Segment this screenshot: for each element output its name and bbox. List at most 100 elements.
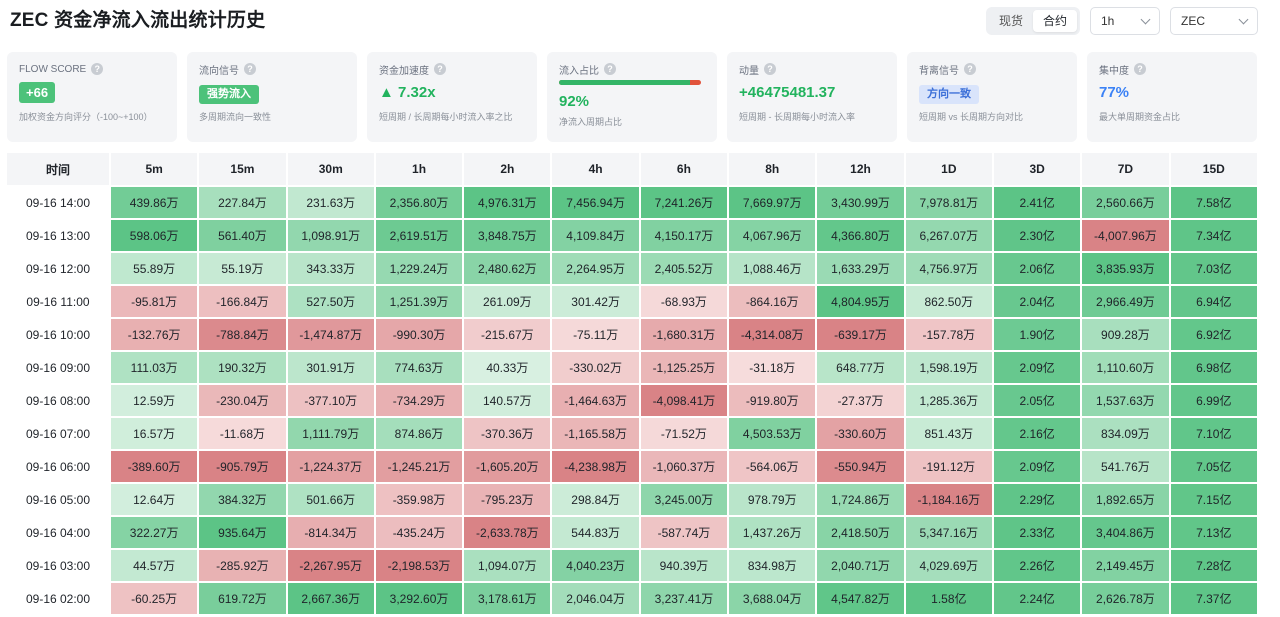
- flow-cell: 4,547.82万: [817, 583, 904, 614]
- flow-cell: 227.84万: [199, 187, 286, 218]
- flow-cell: 1,633.29万: [817, 253, 904, 284]
- flow-cell: 7.28亿: [1170, 550, 1257, 581]
- card-description: 最大单周期资金占比: [1099, 112, 1181, 122]
- column-header-15d[interactable]: 15D: [1170, 153, 1257, 185]
- flow-cell: -2,198.53万: [375, 550, 463, 581]
- help-icon[interactable]: ?: [91, 63, 104, 75]
- symbol-select-value: ZEC: [1181, 14, 1205, 28]
- flow-cell: 1,110.60万: [1082, 352, 1169, 383]
- chevron-down-icon: [1238, 14, 1249, 24]
- flow-cell: -359.98万: [375, 484, 463, 515]
- column-header-30m[interactable]: 30m: [287, 153, 374, 185]
- column-header-5m[interactable]: 5m: [111, 153, 198, 185]
- flow-cell: -377.10万: [287, 385, 374, 416]
- row-time: 09-16 07:00: [7, 418, 109, 449]
- flow-cell: 619.72万: [199, 583, 286, 614]
- flow-cell: 978.79万: [729, 484, 816, 515]
- column-header-12h[interactable]: 12h: [817, 153, 904, 185]
- flow-cell: 7.05亿: [1170, 451, 1257, 482]
- column-header-8h[interactable]: 8h: [729, 153, 816, 185]
- flow-cell: 7.10亿: [1170, 418, 1257, 449]
- inflow-ratio-bar: [559, 80, 701, 85]
- row-time: 09-16 03:00: [7, 550, 109, 581]
- help-icon[interactable]: ?: [604, 63, 616, 75]
- flow-cell: 1,098.91万: [287, 220, 374, 251]
- flow-cell: 111.03万: [111, 352, 198, 383]
- flow-cell: 501.66万: [287, 484, 374, 515]
- flow-cell: 7.15亿: [1170, 484, 1257, 515]
- table-row: 09-16 11:00 -95.81万 -166.84万 527.50万 1,251.3…: [7, 286, 1257, 317]
- flow-cell: 2,264.95万: [552, 253, 639, 284]
- futures-tab[interactable]: 合约: [1032, 10, 1077, 32]
- interval-select[interactable]: 1h: [1090, 7, 1160, 35]
- row-time: 09-16 10:00: [7, 319, 109, 350]
- flow-cell: -1,125.25万: [640, 352, 728, 383]
- flow-cell: 261.09万: [464, 286, 551, 317]
- flow-cell: 874.86万: [375, 418, 463, 449]
- table-header-row: 时间 5m 15m 30m 1h 2h 4h 6h 8h 12h 1D 3D 7D 15D: [7, 153, 1257, 185]
- column-header-6h[interactable]: 6h: [640, 153, 728, 185]
- flow-cell: 2,149.45万: [1082, 550, 1169, 581]
- column-header-7d[interactable]: 7D: [1082, 153, 1169, 185]
- column-header-15m[interactable]: 15m: [199, 153, 286, 185]
- card-description: 短周期 - 长周期每小时流入率: [739, 112, 855, 122]
- help-icon[interactable]: ?: [244, 63, 256, 75]
- flow-cell: -132.76万: [111, 319, 198, 350]
- help-icon[interactable]: ?: [764, 63, 776, 75]
- column-header-4h[interactable]: 4h: [552, 153, 639, 185]
- flow-cell: -435.24万: [375, 517, 463, 548]
- flow-cell: 1,251.39万: [375, 286, 463, 317]
- flow-cell: -2,633.78万: [464, 517, 551, 548]
- flow-cell: 648.77万: [817, 352, 904, 383]
- help-icon[interactable]: ?: [434, 63, 446, 75]
- flow-cell: 55.19万: [199, 253, 286, 284]
- row-time: 09-16 11:00: [7, 286, 109, 317]
- flow-cell: -95.81万: [111, 286, 198, 317]
- flow-history-table-container: 时间 5m 15m 30m 1h 2h 4h 6h 8h 12h 1D 3D 7D 15D 09-16 1…: [6, 152, 1258, 617]
- flow-cell: -905.79万: [199, 451, 286, 482]
- flow-cell: 16.57万: [111, 418, 198, 449]
- help-icon[interactable]: ?: [1134, 63, 1146, 75]
- flow-cell: 1,724.86万: [817, 484, 904, 515]
- flow-cell: 851.43万: [905, 418, 992, 449]
- flow-cell: -795.23万: [464, 484, 551, 515]
- flow-cell: 2.06亿: [993, 253, 1081, 284]
- row-time: 09-16 12:00: [7, 253, 109, 284]
- flow-cell: -919.80万: [729, 385, 816, 416]
- flow-cell: -215.67万: [464, 319, 551, 350]
- card-description: 短周期 vs 长周期方向对比: [919, 112, 1024, 122]
- flow-cell: -990.30万: [375, 319, 463, 350]
- flow-cell: 2,626.78万: [1082, 583, 1169, 614]
- flow-cell: -166.84万: [199, 286, 286, 317]
- help-icon[interactable]: ?: [964, 63, 976, 75]
- row-time: 09-16 08:00: [7, 385, 109, 416]
- flow-cell: -1,165.58万: [552, 418, 639, 449]
- column-header-3d[interactable]: 3D: [993, 153, 1081, 185]
- flow-history-table: 时间 5m 15m 30m 1h 2h 4h 6h 8h 12h 1D 3D 7D 15D 09-16 1…: [6, 152, 1258, 616]
- flow-cell: 1,437.26万: [729, 517, 816, 548]
- column-header-2h[interactable]: 2h: [464, 153, 551, 185]
- flow-cell: 1,537.63万: [1082, 385, 1169, 416]
- flow-cell: 1.90亿: [993, 319, 1081, 350]
- concentration-value: 77%: [1099, 84, 1130, 101]
- symbol-select[interactable]: ZEC: [1170, 7, 1258, 35]
- flow-cell: 6.92亿: [1170, 319, 1257, 350]
- flow-cell: 935.64万: [199, 517, 286, 548]
- flow-cell: -389.60万: [111, 451, 198, 482]
- flow-cell: -370.36万: [464, 418, 551, 449]
- column-header-1h[interactable]: 1h: [375, 153, 463, 185]
- spot-tab[interactable]: 现货: [998, 14, 1023, 28]
- flow-cell: -191.12万: [905, 451, 992, 482]
- flow-cell: 2.30亿: [993, 220, 1081, 251]
- flow-cell: 2.29亿: [993, 484, 1081, 515]
- card-description: 多周期流向一致性: [199, 112, 272, 122]
- table-row: 09-16 04:00 322.27万 935.64万 -814.34万 -435.24…: [7, 517, 1257, 548]
- flow-cell: 439.86万: [111, 187, 198, 218]
- flow-cell: 7,978.81万: [905, 187, 992, 218]
- column-header-time[interactable]: 时间: [7, 153, 109, 185]
- flow-cell: 3,835.93万: [1082, 253, 1169, 284]
- flow-cell: 2.16亿: [993, 418, 1081, 449]
- flow-cell: 3,404.86万: [1082, 517, 1169, 548]
- flow-cell: -1,474.87万: [287, 319, 374, 350]
- column-header-1d[interactable]: 1D: [905, 153, 992, 185]
